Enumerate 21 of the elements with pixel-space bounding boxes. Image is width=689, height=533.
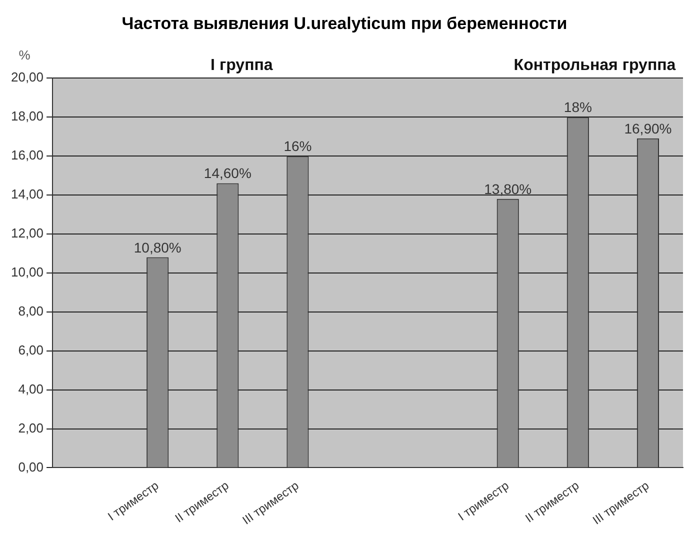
data-label: 16% (284, 138, 312, 154)
y-tick-label: 8,00 (18, 303, 44, 318)
data-label: 16,90% (624, 120, 672, 136)
y-tick-label: 4,00 (18, 381, 44, 396)
y-tick-label: 20,00 (10, 70, 44, 85)
y-tick-label: 18,00 (10, 108, 44, 124)
data-label: 14,60% (204, 165, 252, 182)
chart-title: Частота выявления U.urealyticum при беременности (120, 14, 568, 35)
y-tick-label: 14,00 (10, 186, 44, 202)
y-tick-label: 0,00 (18, 459, 44, 474)
y-tick-label: 10,00 (10, 264, 44, 280)
y-tick-label: 16,00 (10, 148, 44, 163)
y-tick-label: 12,00 (10, 225, 44, 240)
y-tick-label: 6,00 (18, 342, 44, 358)
text: I группа (210, 57, 273, 74)
y-tick-label: 2,00 (18, 420, 44, 436)
data-label: 13,80% (484, 180, 532, 197)
data-label: 18% (564, 98, 592, 115)
text: Контрольная группа (514, 57, 676, 74)
data-label: 10,80% (134, 239, 182, 256)
y-axis-title: % (18, 48, 31, 63)
